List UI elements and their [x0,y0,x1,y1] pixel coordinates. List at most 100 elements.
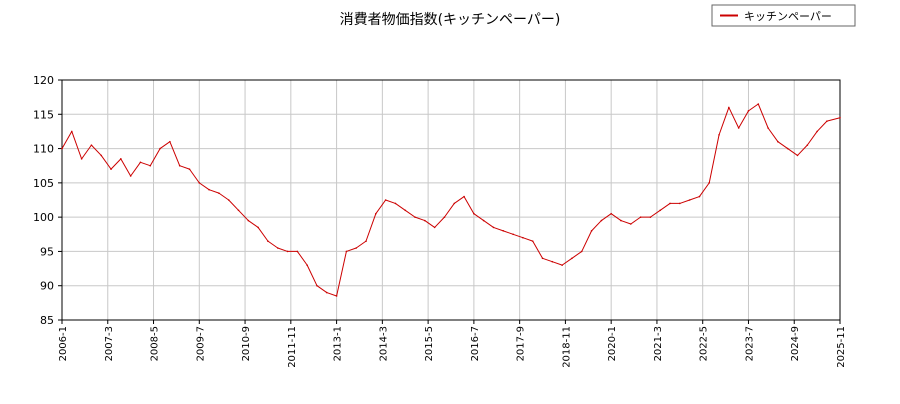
data-point [129,175,132,177]
data-point [80,158,83,160]
data-point [698,195,701,198]
x-tick-label: 2009-7 [195,326,206,361]
y-tick-label: 100 [33,211,54,224]
x-tick-label: 2015-5 [424,326,435,361]
y-tick-label: 85 [40,314,54,327]
x-tick-label: 2016-7 [470,326,481,361]
data-point [198,182,201,184]
y-tick-label: 105 [33,177,54,190]
data-point [649,216,652,218]
data-point [728,106,730,109]
data-point [718,134,720,136]
data-point [237,209,240,212]
data-point [839,116,841,119]
data-point [61,147,63,150]
y-axis: 85 90 95 100 105 110 115 120 [33,74,62,327]
data-point [541,257,544,260]
x-tick-label: 2013-1 [333,326,344,361]
data-point [345,250,348,253]
data-point [267,240,269,242]
data-point [384,199,387,201]
data-point [90,144,93,146]
data-point [679,202,681,205]
data-point [139,161,142,164]
data-point [100,154,103,157]
data-point [169,140,171,143]
data-point [600,219,603,222]
data-point [737,127,740,129]
data-point [492,226,495,229]
y-tick-label: 110 [33,143,54,156]
data-point [316,284,318,287]
data-point [571,257,573,260]
data-point [531,240,534,242]
data-point [747,110,750,112]
grid-lines [61,79,841,321]
data-point [306,264,308,266]
legend-box [711,4,856,27]
data-point [786,147,789,150]
x-tick-label: 2010-9 [241,326,252,361]
x-tick-label: 2022-5 [699,326,710,361]
x-tick-label: 2014-3 [378,326,389,361]
data-point [708,182,711,184]
data-point [355,247,358,249]
data-point [443,216,446,218]
x-tick-label: 2023-7 [744,326,755,361]
data-point [414,216,416,218]
data-point [208,188,210,191]
data-point [463,195,465,198]
x-axis: 2006-1 2007-3 2008-5 2009-7 2010-9 2011-11 201… [58,320,847,368]
data-point [659,209,662,212]
data-point [227,199,230,201]
data-point [178,164,181,167]
legend[interactable]: キッチンペーパー [711,4,856,27]
data-point [522,236,524,239]
data-point [325,291,328,294]
data-point [688,199,691,201]
data-point [551,260,554,263]
data-point [404,209,407,212]
data-point [286,250,289,253]
x-tick-label: 2017-9 [516,326,527,361]
series-group [61,103,841,297]
data-point [375,212,377,215]
data-point [512,233,514,236]
x-tick-label: 2020-1 [607,326,618,361]
data-point [767,127,769,129]
data-point [188,168,191,170]
data-point [365,240,367,242]
plot-frame [61,79,841,321]
y-tick-label: 120 [33,74,54,87]
x-tick-label: 2007-3 [104,326,115,361]
x-tick-label: 2025-11 [836,326,847,368]
data-point [276,247,279,249]
data-point [757,103,760,105]
series-line [61,103,841,297]
x-tick-label: 2011-11 [287,326,298,368]
data-point [561,264,563,266]
data-point [71,130,73,133]
chart-title: 消費者物価指数(キッチンペーパー) [340,12,561,28]
x-tick-label: 2006-1 [58,326,69,361]
y-tick-label: 115 [33,108,54,121]
data-point [669,202,671,205]
data-point [247,219,250,222]
data-point [433,226,436,229]
y-tick-label: 95 [40,245,54,258]
x-tick-label: 2018-11 [561,326,572,368]
data-point [610,212,612,215]
data-point [502,230,505,232]
data-point [120,158,122,160]
data-point [590,230,593,232]
data-point [806,144,809,146]
data-point [816,130,818,133]
data-point [218,192,220,194]
data-point [620,219,622,222]
data-point [149,164,152,167]
data-point [110,168,112,170]
data-point [394,202,397,205]
x-tick-label: 2008-5 [150,326,161,361]
data-point [826,120,828,122]
